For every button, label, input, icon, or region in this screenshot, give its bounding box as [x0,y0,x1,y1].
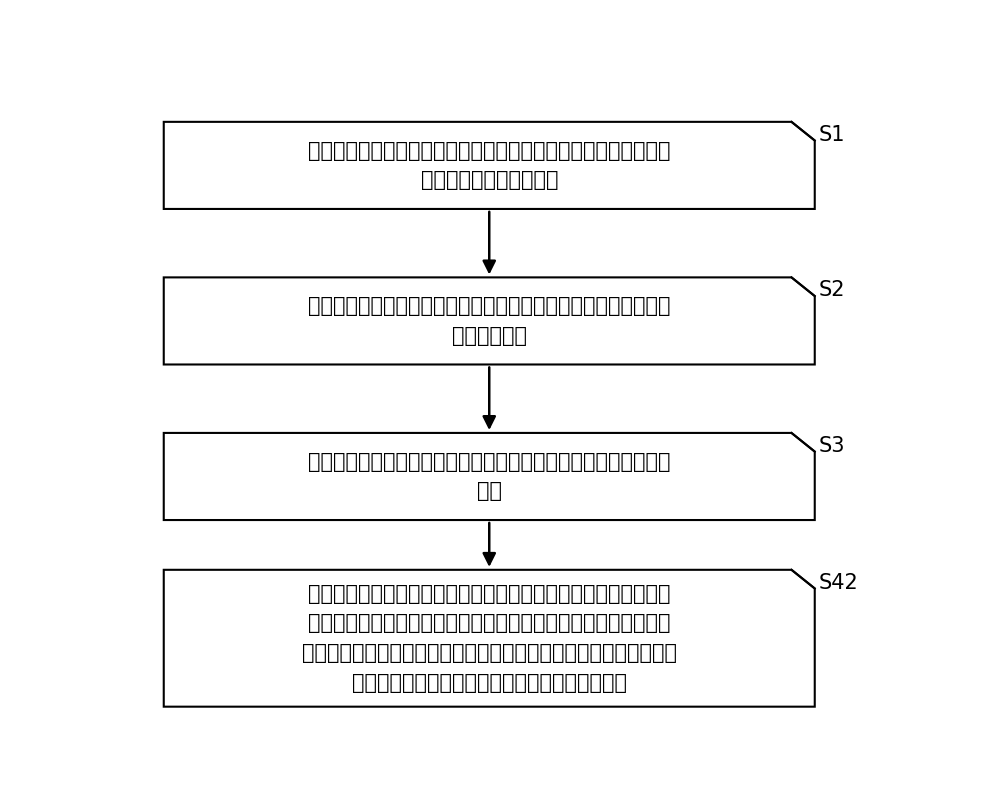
Polygon shape [164,570,815,707]
Text: S1: S1 [819,125,845,145]
Text: S2: S2 [819,280,845,301]
Polygon shape [164,433,815,520]
Text: 将支气管镜机器人前进方向分为若干个细分方向，获取以支气管镜
机器人为起点的所述若干个细分方向的直线段，得到每一直线段与
气管壁／支气管壁的距离，选择距离气管壁／: 将支气管镜机器人前进方向分为若干个细分方向，获取以支气管镜 机器人为起点的所述若… [302,584,677,692]
Text: 根据所述三维地图数据的入口点和病变位置，创建支气管镜机器人
的行进路线；: 根据所述三维地图数据的入口点和病变位置，创建支气管镜机器人 的行进路线； [308,297,670,346]
Text: S3: S3 [819,436,845,456]
Text: 由磁场发生器驱动支气管镜机器人按照所述行进路线前进至病变位
置；: 由磁场发生器驱动支气管镜机器人按照所述行进路线前进至病变位 置； [308,452,670,501]
Polygon shape [164,122,815,209]
Polygon shape [164,277,815,364]
Text: S42: S42 [819,573,858,593]
Text: 根据患者气管支气管的医学图像数据提取得到气管支气管的三维地
图数据和病变位置数据；: 根据患者气管支气管的医学图像数据提取得到气管支气管的三维地 图数据和病变位置数据… [308,141,670,190]
